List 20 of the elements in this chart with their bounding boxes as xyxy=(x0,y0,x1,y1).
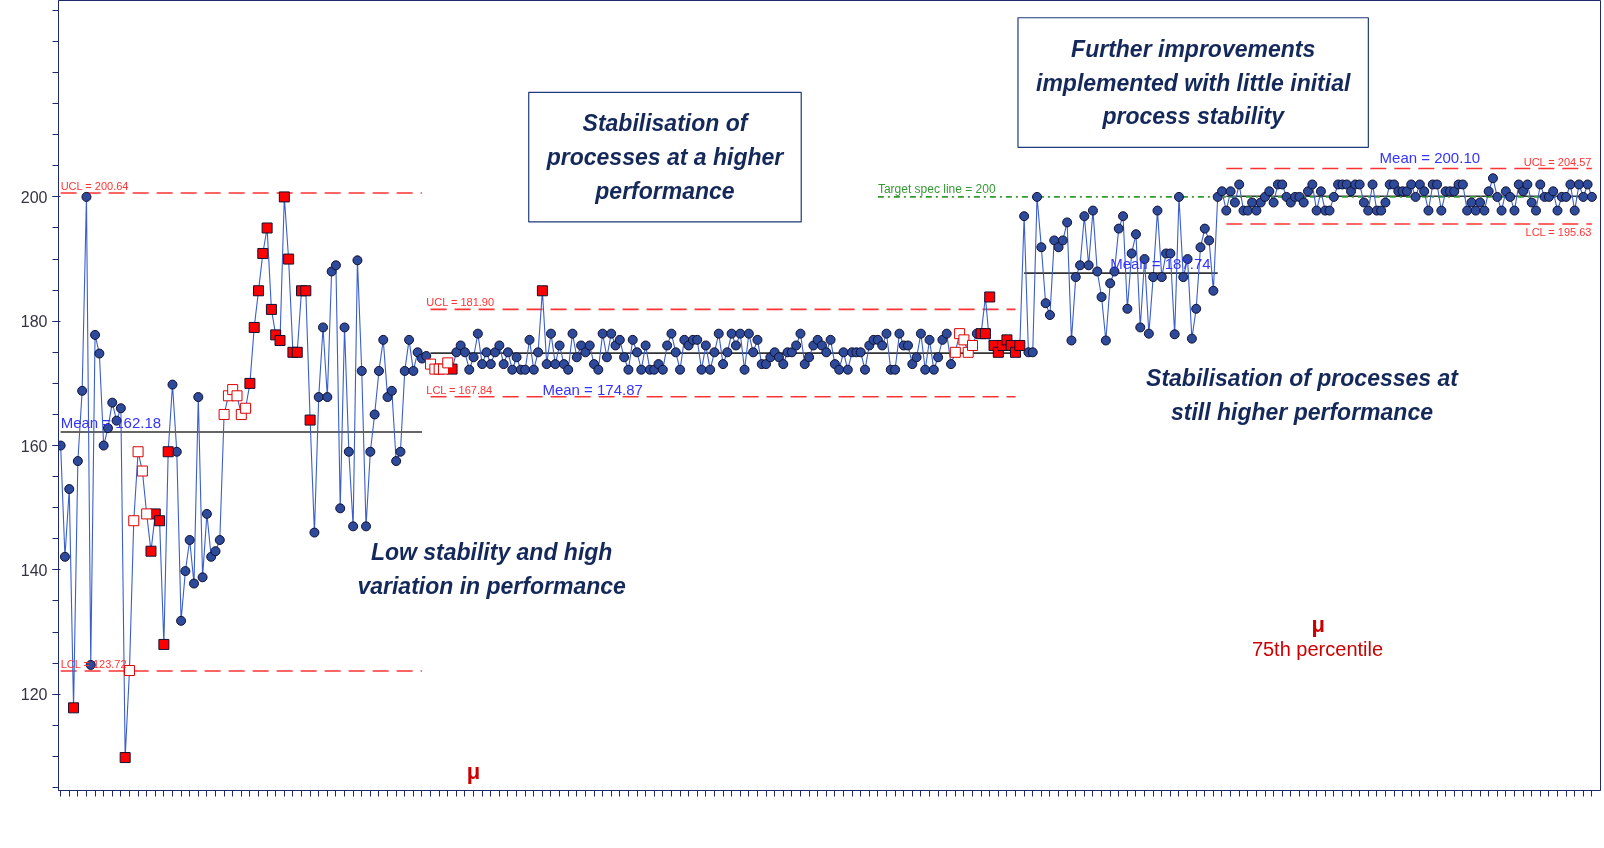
annotation: Stabilisation of processes at a higher performance xyxy=(545,110,785,204)
y-tick-label: 160 xyxy=(20,437,48,455)
y-tick-label: 120 xyxy=(20,686,48,704)
annotation: UCL = 204.57 xyxy=(1523,155,1592,168)
annotation: Further improvements implemented with little initial process stability xyxy=(1035,35,1351,130)
annotation: Mean = 174.87 xyxy=(542,381,643,399)
annotation: UCL = 200.64 xyxy=(60,179,129,192)
annotation: μ xyxy=(1311,612,1326,638)
annotation: Low stability and high variation in performance xyxy=(357,539,627,600)
y-tick-label: 180 xyxy=(20,313,48,331)
annotation: μ xyxy=(466,759,481,785)
y-tick-label: 140 xyxy=(20,561,48,579)
annotation: LCL = 195.63 xyxy=(1525,226,1592,239)
annotation: LCL = 167.84 xyxy=(426,383,493,396)
annotation: Stabilisation of processes at still higher performance xyxy=(1146,365,1460,426)
annotation: Mean = 200.10 xyxy=(1379,149,1481,167)
annotation: UCL = 181.90 xyxy=(426,296,495,309)
annotation: 75th percentile xyxy=(1251,638,1384,661)
annotation: Target spec line = 200 xyxy=(877,181,996,196)
y-tick-label: 200 xyxy=(20,188,48,206)
